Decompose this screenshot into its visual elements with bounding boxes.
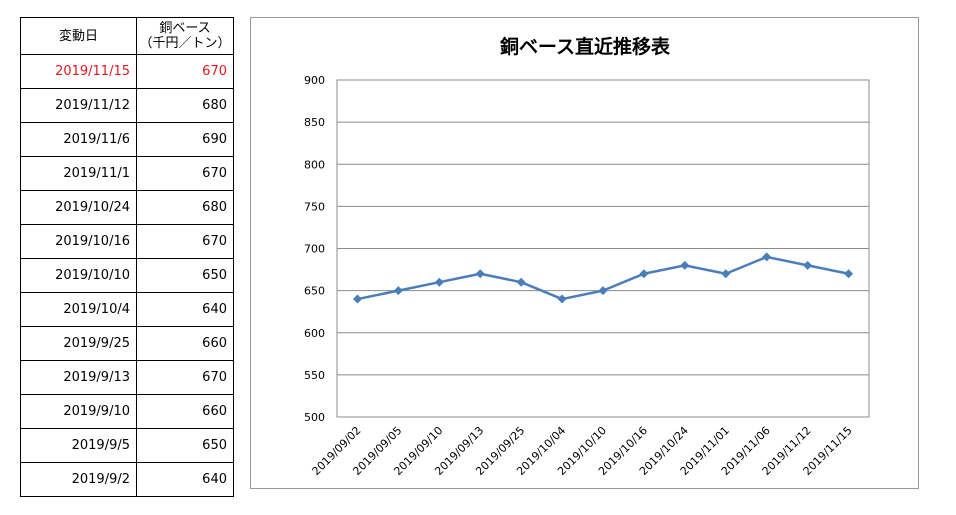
row-value: 680 <box>136 190 234 225</box>
table-row: 2019/11/6 690 <box>20 122 234 157</box>
data-point <box>680 260 690 270</box>
table-row: 2019/10/16 670 <box>20 224 234 259</box>
row-value: 640 <box>136 462 234 497</box>
row-value: 650 <box>136 258 234 293</box>
y-tick-label: 750 <box>304 200 325 213</box>
row-date: 2019/9/25 <box>20 326 137 361</box>
table-row: 2019/9/10 660 <box>20 394 234 429</box>
row-value: 650 <box>136 428 234 463</box>
data-point <box>475 269 485 279</box>
row-date: 2019/9/13 <box>20 360 137 395</box>
table-header-row: 変動日 銅ベース （千円／トン） <box>20 17 234 55</box>
copper-price-table: 変動日 銅ベース （千円／トン） 2019/11/15 670 2019/11/12… <box>20 17 234 497</box>
data-point <box>516 277 526 287</box>
chart-title: 銅ベース直近推移表 <box>500 35 671 58</box>
row-date: 2019/11/6 <box>20 122 137 157</box>
row-date: 2019/10/16 <box>20 224 137 259</box>
y-tick-label: 800 <box>304 158 325 171</box>
row-value: 640 <box>136 292 234 327</box>
y-tick-label: 500 <box>304 411 325 424</box>
row-date: 2019/11/1 <box>20 156 137 191</box>
row-value: 660 <box>136 394 234 429</box>
table-row: 2019/9/2 640 <box>20 462 234 497</box>
header-value-line2: （千円／トン） <box>139 36 231 51</box>
table-row: 2019/9/5 650 <box>20 428 234 463</box>
y-tick-label: 650 <box>304 285 325 298</box>
row-value: 680 <box>136 88 234 123</box>
data-point <box>352 294 362 304</box>
row-value: 660 <box>136 326 234 361</box>
table-row: 2019/11/12 680 <box>20 88 234 123</box>
y-tick-label: 700 <box>304 243 325 256</box>
data-point <box>557 294 567 304</box>
data-point <box>844 269 854 279</box>
data-point <box>434 277 444 287</box>
table-row: 2019/9/13 670 <box>20 360 234 395</box>
data-point <box>803 260 813 270</box>
row-date: 2019/10/4 <box>20 292 137 327</box>
row-date: 2019/9/10 <box>20 394 137 429</box>
y-tick-label: 850 <box>304 116 325 129</box>
row-date: 2019/11/15 <box>20 54 137 89</box>
row-value: 670 <box>136 224 234 259</box>
table-row: 2019/10/4 640 <box>20 292 234 327</box>
table-row: 2019/10/10 650 <box>20 258 234 293</box>
plot-area <box>336 79 870 418</box>
data-point <box>721 269 731 279</box>
row-date: 2019/9/2 <box>20 462 137 497</box>
header-value: 銅ベース （千円／トン） <box>136 17 234 55</box>
data-point <box>393 286 403 296</box>
row-date: 2019/10/10 <box>20 258 137 293</box>
row-date: 2019/11/12 <box>20 88 137 123</box>
y-tick-label: 900 <box>304 74 325 87</box>
data-point <box>598 286 608 296</box>
row-date: 2019/9/5 <box>20 428 137 463</box>
y-tick-label: 550 <box>304 369 325 382</box>
table-row: 2019/11/15 670 <box>20 54 234 89</box>
data-point <box>639 269 649 279</box>
y-tick-label: 600 <box>304 327 325 340</box>
line-chart: 銅ベース直近推移表5005506006507007508008509002019… <box>304 35 870 478</box>
row-value: 690 <box>136 122 234 157</box>
data-point <box>762 252 772 262</box>
chart-frame: 銅ベース直近推移表 500 550 600 650 700 750 800 850 900 2019… <box>250 17 919 489</box>
row-value: 670 <box>136 54 234 89</box>
header-date: 変動日 <box>20 17 137 55</box>
row-value: 670 <box>136 360 234 395</box>
row-value: 670 <box>136 156 234 191</box>
header-value-line1: 銅ベース <box>159 21 211 36</box>
row-date: 2019/10/24 <box>20 190 137 225</box>
table-row: 2019/9/25 660 <box>20 326 234 361</box>
table-row: 2019/11/1 670 <box>20 156 234 191</box>
table-row: 2019/10/24 680 <box>20 190 234 225</box>
